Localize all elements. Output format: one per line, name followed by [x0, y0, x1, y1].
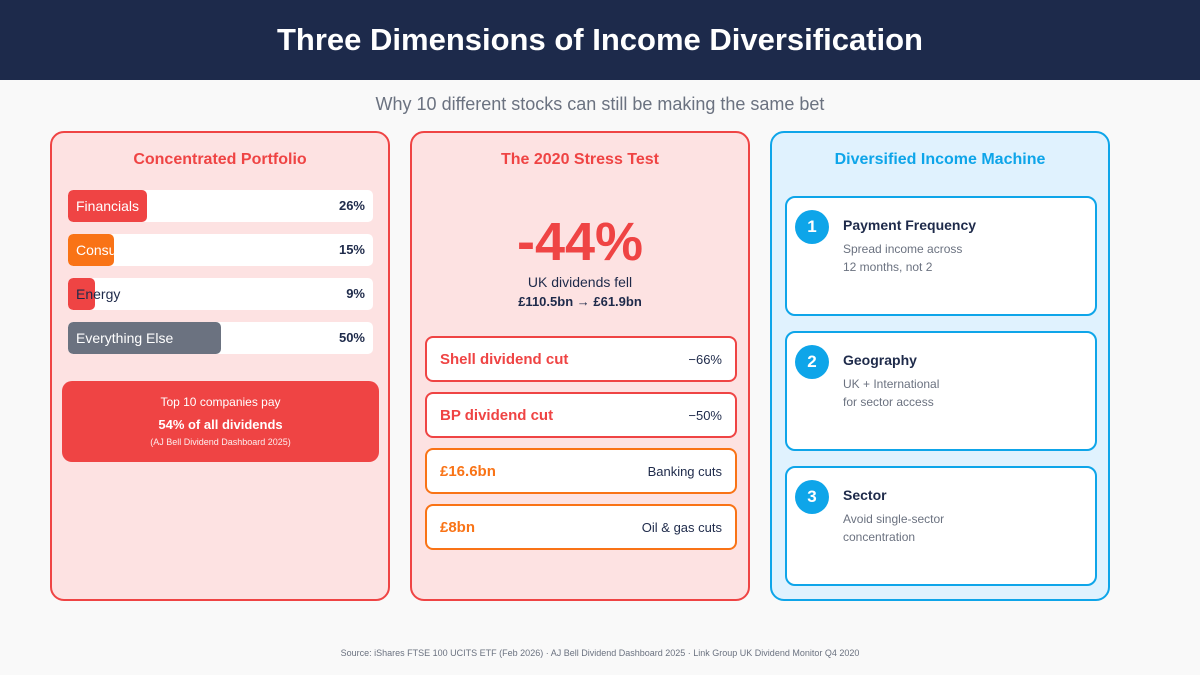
callout-line1: Top 10 companies pay [160, 395, 281, 409]
row-value: Banking cuts [647, 463, 722, 479]
drop-caption: UK dividends fell [527, 274, 633, 290]
dimension-item: 1 Payment Frequency Spread income across… [785, 196, 1097, 316]
sector-value: 26% [338, 198, 365, 213]
row-value: −50% [688, 407, 722, 423]
card-title: Diversified Income Machine [834, 151, 1046, 168]
callout-line2: 54% of all dividends [158, 417, 283, 432]
sector-bar-fill [68, 322, 221, 354]
sector-bar: Financials 26% [68, 190, 373, 222]
number-badge: 1 [795, 210, 829, 244]
row-label: Shell dividend cut [440, 350, 569, 368]
callout-line3: (AJ Bell Dividend Dashboard 2025) [150, 437, 291, 447]
sector-label: Consu [76, 242, 117, 258]
page-subtitle: Why 10 different stocks can still be mak… [375, 94, 825, 114]
concentrated-portfolio-card: Concentrated Portfolio Financials 26% Cons… [50, 131, 390, 601]
row-label: BP dividend cut [440, 406, 554, 424]
dimension-item: 3 Sector Avoid single-sector concentratio… [785, 466, 1097, 586]
desc-line: UK + International [843, 377, 940, 391]
desc-line: 12 months, not 2 [843, 260, 933, 274]
desc-line: concentration [843, 530, 916, 544]
row-label: £8bn [440, 518, 476, 536]
sector-bar-fill [68, 190, 148, 222]
sector-label: Energy [76, 286, 121, 302]
sector-label: Everything Else [76, 330, 174, 346]
concentration-callout: Top 10 companies pay 54% of all dividend… [62, 381, 379, 462]
sector-value: 15% [338, 242, 365, 257]
desc-line: Avoid single-sector [843, 512, 945, 526]
sector-value: 50% [338, 330, 365, 345]
source-footnote: Source: iShares FTSE 100 UCITS ETF (Feb … [340, 648, 860, 658]
number-badge: 3 [795, 480, 829, 514]
page-title: Three Dimensions of Income Diversificati… [0, 0, 1200, 80]
sector-value: 9% [346, 286, 365, 301]
desc-line: Spread income across [843, 242, 963, 256]
number-badge: 2 [795, 345, 829, 379]
stress-row: Shell dividend cut −66% [425, 336, 737, 382]
stress-row: £16.6bn Banking cuts [425, 448, 737, 494]
card-title: The 2020 Stress Test [500, 151, 659, 168]
sector-bar: Energy 9% [68, 278, 373, 310]
dimension-description: Avoid single-sector concentration [843, 510, 1043, 546]
diversified-income-card: Diversified Income Machine 1 Payment Fre… [770, 131, 1110, 601]
desc-line: for sector access [843, 395, 934, 409]
stress-test-card: The 2020 Stress Test -44% UK dividends f… [410, 131, 750, 601]
sector-label: Financials [76, 198, 140, 214]
dimension-title: Geography [843, 352, 917, 368]
dimension-title: Sector [843, 487, 887, 503]
row-label: £16.6bn [440, 462, 496, 480]
row-value: −66% [688, 351, 722, 367]
sector-bar: Consu 15% [68, 234, 373, 266]
row-value: Oil & gas cuts [641, 519, 722, 535]
sector-bar-fill [68, 278, 96, 310]
stress-row: £8bn Oil & gas cuts [425, 504, 737, 550]
sector-bar: Everything Else 50% [68, 322, 373, 354]
dimension-title: Payment Frequency [843, 217, 977, 233]
dimension-description: UK + International for sector access [843, 375, 1043, 411]
drop-change: £110.5bn → £61.9bn [518, 294, 642, 309]
dimension-description: Spread income across 12 months, not 2 [843, 240, 1043, 276]
dimension-item: 2 Geography UK + International for sector… [785, 331, 1097, 451]
card-title: Concentrated Portfolio [133, 151, 307, 168]
sector-bar-fill [68, 234, 114, 266]
dividend-drop-stat: -44% [516, 212, 644, 272]
stress-row: BP dividend cut −50% [425, 392, 737, 438]
